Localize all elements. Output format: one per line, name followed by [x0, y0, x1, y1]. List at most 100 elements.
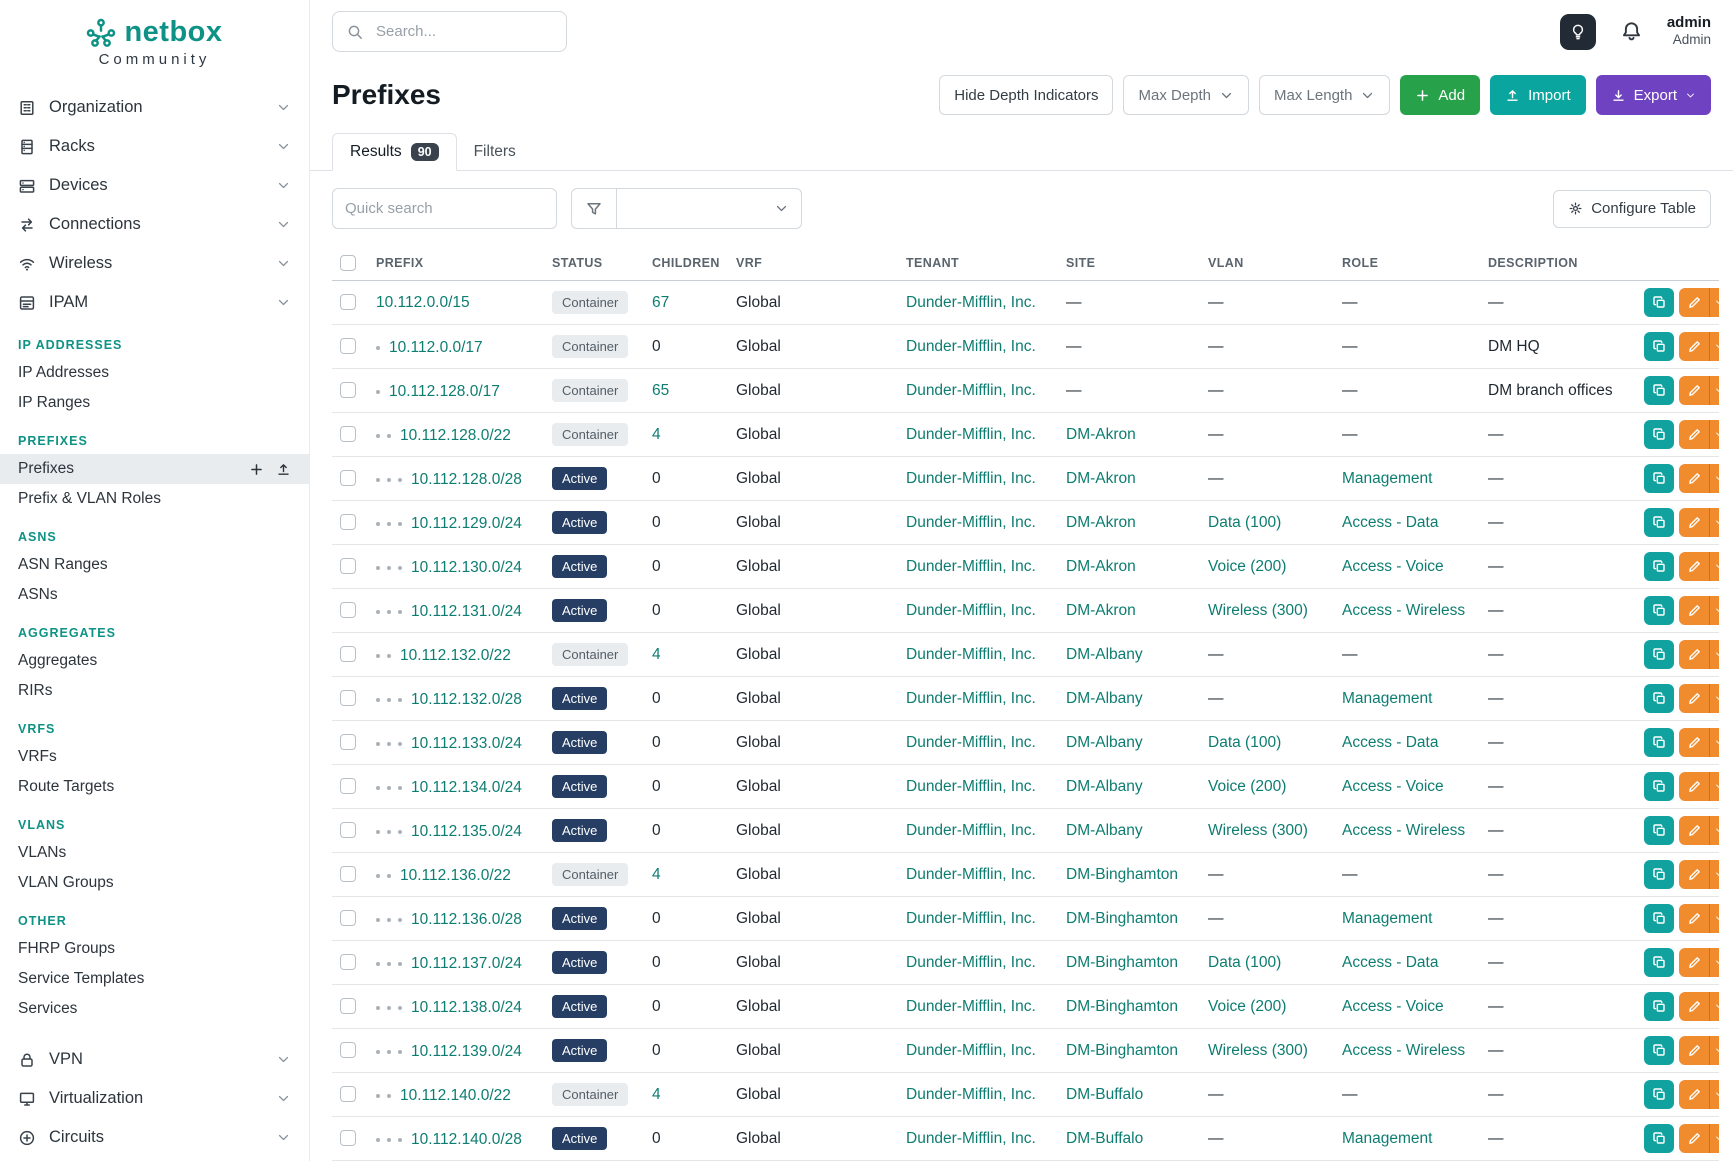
select-all-checkbox[interactable] — [340, 255, 356, 271]
sidebar-item-rirs[interactable]: RIRs — [0, 676, 309, 706]
column-header-tenant[interactable]: TENANT — [898, 246, 1058, 281]
row-checkbox[interactable] — [340, 866, 356, 883]
row-checkbox[interactable] — [340, 1042, 356, 1059]
edit-dropdown-button[interactable] — [1709, 684, 1719, 713]
edit-button[interactable] — [1679, 1080, 1709, 1109]
edit-button[interactable] — [1679, 288, 1709, 317]
sidebar-item-circuits[interactable]: Circuits — [0, 1118, 309, 1157]
tab-results[interactable]: Results 90 — [332, 133, 457, 171]
role-link[interactable]: Management — [1342, 1129, 1433, 1147]
row-checkbox[interactable] — [340, 470, 356, 487]
tenant-link[interactable]: Dunder-Mifflin, Inc. — [906, 865, 1036, 883]
children-link[interactable]: 4 — [652, 865, 661, 883]
tenant-link[interactable]: Dunder-Mifflin, Inc. — [906, 381, 1036, 399]
vlan-link[interactable]: Wireless (300) — [1208, 821, 1308, 839]
prefix-link[interactable]: 10.112.140.0/28 — [411, 1130, 522, 1148]
column-header-children[interactable]: CHILDREN — [644, 246, 728, 281]
sidebar-item-prefixes[interactable]: Prefixes — [0, 454, 309, 484]
tab-filters[interactable]: Filters — [457, 134, 533, 170]
saved-filter-select[interactable] — [617, 188, 802, 229]
edit-button[interactable] — [1679, 508, 1709, 537]
import-button[interactable]: Import — [1490, 75, 1586, 115]
edit-button[interactable] — [1679, 816, 1709, 845]
sidebar-item-fhrp-groups[interactable]: FHRP Groups — [0, 934, 309, 964]
role-link[interactable]: Access - Data — [1342, 953, 1439, 971]
add-prefix-button[interactable] — [249, 462, 264, 477]
clone-button[interactable] — [1644, 464, 1674, 493]
prefix-link[interactable]: 10.112.136.0/22 — [400, 866, 511, 884]
site-link[interactable]: DM-Binghamton — [1066, 997, 1178, 1015]
vlan-link[interactable]: Voice (200) — [1208, 777, 1287, 795]
site-link[interactable]: DM-Buffalo — [1066, 1129, 1144, 1147]
clone-button[interactable] — [1644, 420, 1674, 449]
edit-dropdown-button[interactable] — [1709, 1036, 1719, 1065]
sidebar-item-asns[interactable]: ASNs — [0, 580, 309, 610]
edit-dropdown-button[interactable] — [1709, 288, 1719, 317]
row-checkbox[interactable] — [340, 822, 356, 839]
edit-dropdown-button[interactable] — [1709, 948, 1719, 977]
row-checkbox[interactable] — [340, 426, 356, 443]
edit-button[interactable] — [1679, 684, 1709, 713]
column-header-description[interactable]: DESCRIPTION — [1480, 246, 1636, 281]
global-search-input[interactable] — [374, 22, 553, 41]
prefix-link[interactable]: 10.112.130.0/24 — [411, 558, 522, 576]
row-checkbox[interactable] — [340, 1086, 356, 1103]
children-link[interactable]: 4 — [652, 645, 661, 663]
edit-button[interactable] — [1679, 904, 1709, 933]
edit-button[interactable] — [1679, 552, 1709, 581]
sidebar-item-aggregates[interactable]: Aggregates — [0, 646, 309, 676]
row-checkbox[interactable] — [340, 382, 356, 399]
prefix-link[interactable]: 10.112.132.0/28 — [411, 690, 522, 708]
max-depth-dropdown[interactable]: Max Depth — [1123, 75, 1250, 115]
tenant-link[interactable]: Dunder-Mifflin, Inc. — [906, 557, 1036, 575]
role-link[interactable]: Access - Voice — [1342, 997, 1444, 1015]
edit-button[interactable] — [1679, 992, 1709, 1021]
site-link[interactable]: DM-Albany — [1066, 733, 1143, 751]
site-link[interactable]: DM-Albany — [1066, 645, 1143, 663]
role-link[interactable]: Access - Data — [1342, 513, 1439, 531]
edit-dropdown-button[interactable] — [1709, 464, 1719, 493]
clone-button[interactable] — [1644, 904, 1674, 933]
row-checkbox[interactable] — [340, 294, 356, 311]
import-prefixes-button[interactable] — [276, 462, 291, 477]
clone-button[interactable] — [1644, 552, 1674, 581]
column-header-status[interactable]: STATUS — [544, 246, 644, 281]
site-link[interactable]: DM-Akron — [1066, 425, 1136, 443]
quick-search-input[interactable] — [332, 188, 557, 229]
row-checkbox[interactable] — [340, 338, 356, 355]
sidebar-item-vpn[interactable]: VPN — [0, 1040, 309, 1079]
edit-dropdown-button[interactable] — [1709, 1080, 1719, 1109]
edit-button[interactable] — [1679, 1036, 1709, 1065]
prefix-link[interactable]: 10.112.132.0/22 — [400, 646, 511, 664]
row-checkbox[interactable] — [340, 602, 356, 619]
role-link[interactable]: Management — [1342, 909, 1433, 927]
column-header-site[interactable]: SITE — [1058, 246, 1200, 281]
edit-dropdown-button[interactable] — [1709, 728, 1719, 757]
clone-button[interactable] — [1644, 772, 1674, 801]
clone-button[interactable] — [1644, 332, 1674, 361]
user-menu[interactable]: admin Admin — [1667, 14, 1711, 48]
site-link[interactable]: DM-Albany — [1066, 777, 1143, 795]
tenant-link[interactable]: Dunder-Mifflin, Inc. — [906, 689, 1036, 707]
tenant-link[interactable]: Dunder-Mifflin, Inc. — [906, 1085, 1036, 1103]
vlan-link[interactable]: Data (100) — [1208, 513, 1282, 531]
row-checkbox[interactable] — [340, 690, 356, 707]
sidebar-item-ip-ranges[interactable]: IP Ranges — [0, 388, 309, 418]
tenant-link[interactable]: Dunder-Mifflin, Inc. — [906, 733, 1036, 751]
tenant-link[interactable]: Dunder-Mifflin, Inc. — [906, 601, 1036, 619]
edit-dropdown-button[interactable] — [1709, 332, 1719, 361]
edit-button[interactable] — [1679, 596, 1709, 625]
column-header-vlan[interactable]: VLAN — [1200, 246, 1334, 281]
sidebar-item-vlan-groups[interactable]: VLAN Groups — [0, 868, 309, 898]
prefix-link[interactable]: 10.112.139.0/24 — [411, 1042, 522, 1060]
site-link[interactable]: DM-Binghamton — [1066, 865, 1178, 883]
tenant-link[interactable]: Dunder-Mifflin, Inc. — [906, 1129, 1036, 1147]
site-link[interactable]: DM-Akron — [1066, 469, 1136, 487]
clone-button[interactable] — [1644, 376, 1674, 405]
edit-dropdown-button[interactable] — [1709, 816, 1719, 845]
sidebar-item-wireless[interactable]: Wireless — [0, 244, 309, 283]
hide-depth-indicators-button[interactable]: Hide Depth Indicators — [939, 75, 1114, 115]
edit-button[interactable] — [1679, 464, 1709, 493]
column-header-vrf[interactable]: VRF — [728, 246, 898, 281]
children-link[interactable]: 4 — [652, 1085, 661, 1103]
